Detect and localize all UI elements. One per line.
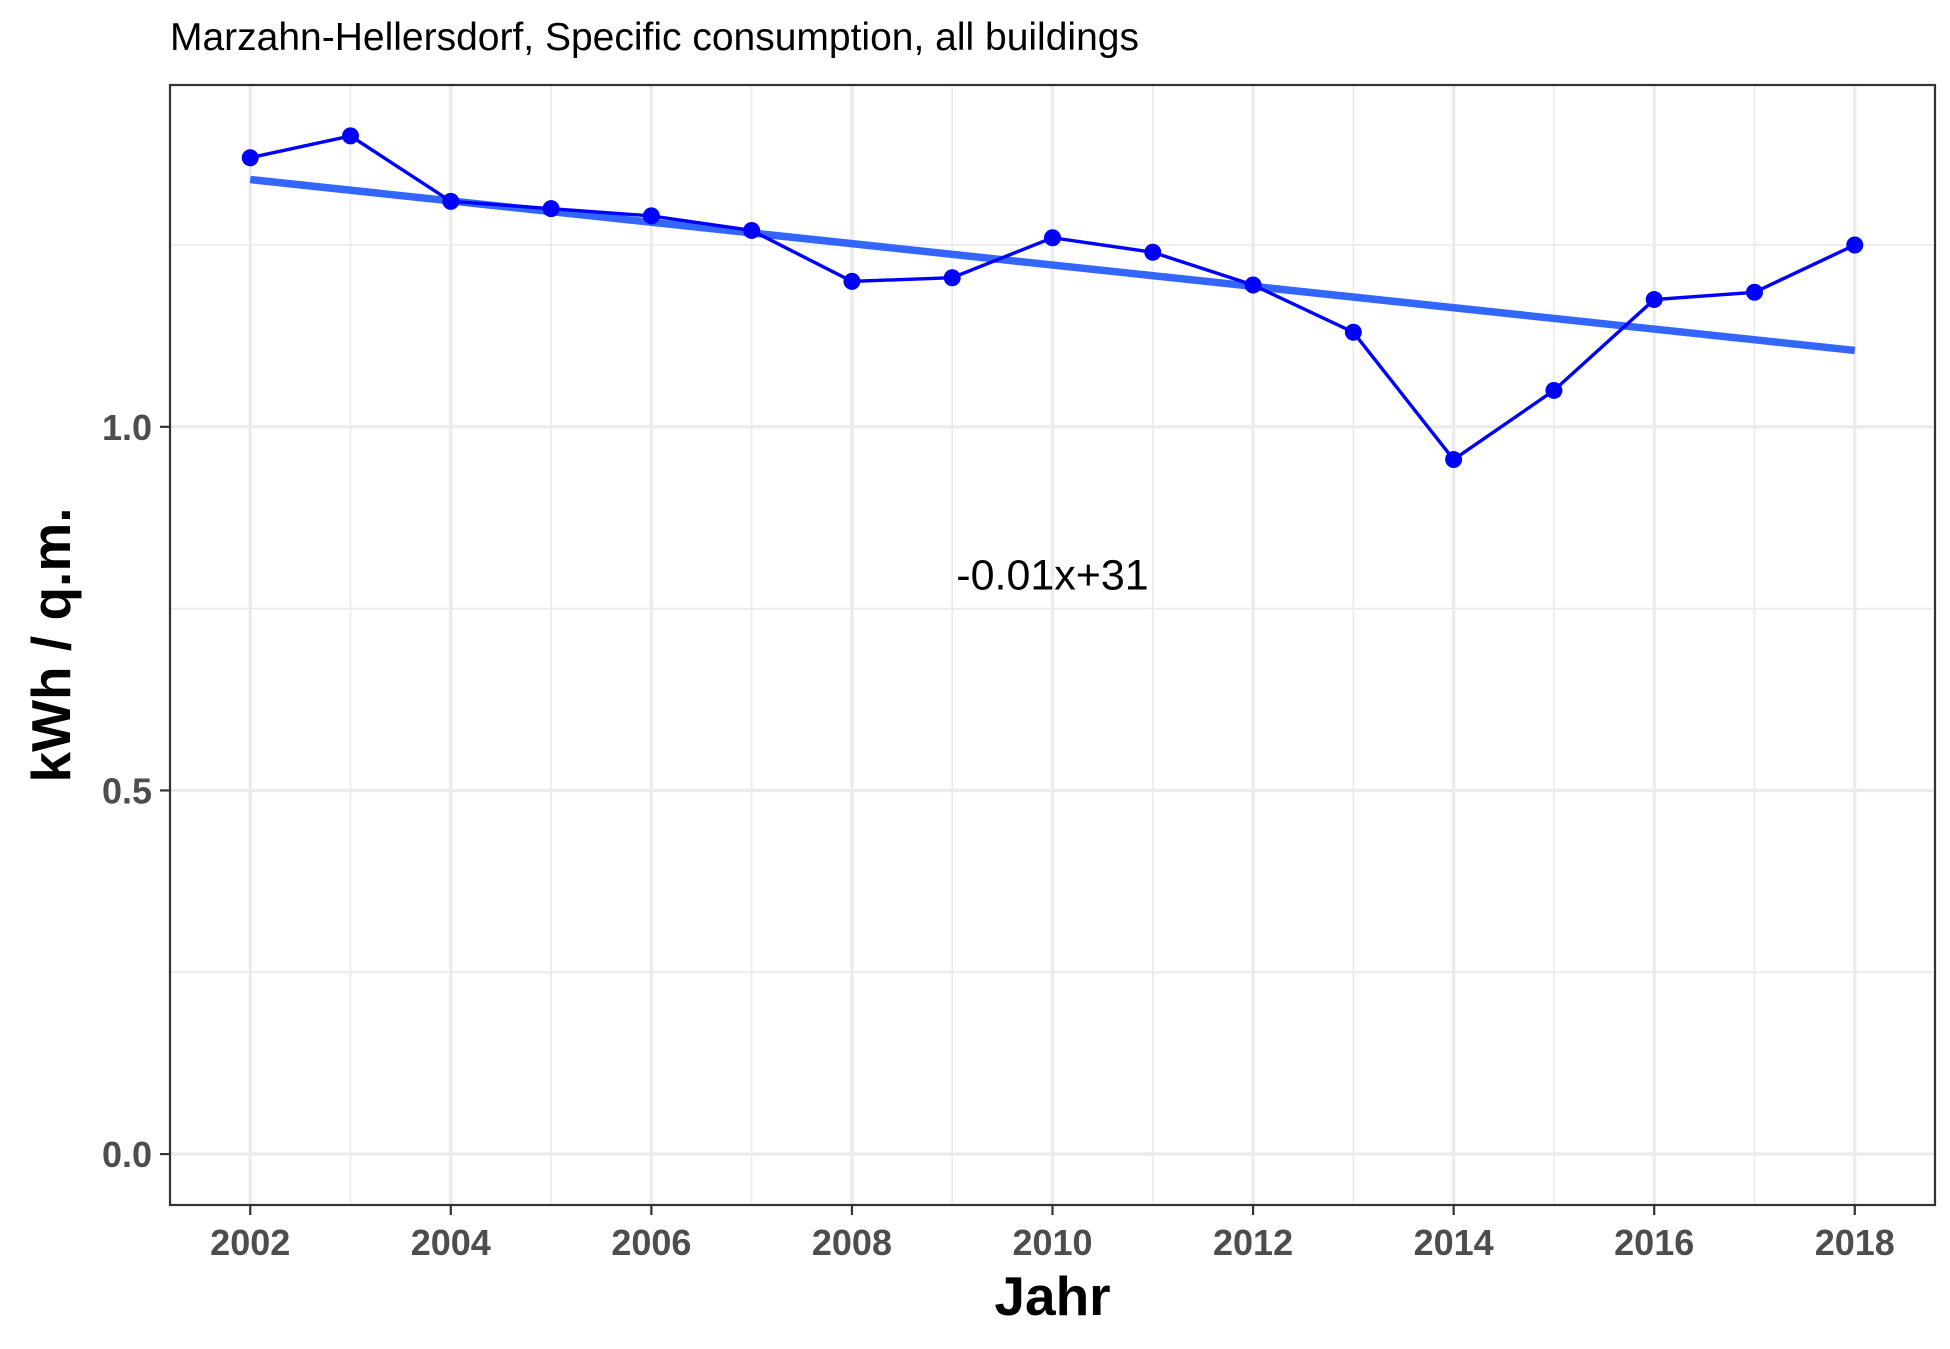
trend-line (249, 175, 1856, 355)
x-tick-label: 2012 (1213, 1222, 1293, 1263)
data-point (1745, 283, 1763, 301)
series-layer (241, 127, 1864, 469)
data-point (241, 149, 259, 167)
chart-title: Marzahn-Hellersdorf, Specific consumptio… (170, 16, 1139, 59)
data-point (442, 192, 460, 210)
x-tick-label: 2006 (611, 1222, 691, 1263)
data-point (542, 200, 560, 218)
x-axis-title: Jahr (994, 1265, 1110, 1327)
y-axis-title: kWh / q.m. (20, 508, 82, 783)
data-point (642, 207, 660, 225)
y-tick-label: 0.0 (102, 1134, 152, 1175)
x-tick-label: 2016 (1614, 1222, 1694, 1263)
trend-layer (249, 175, 1856, 355)
x-tick-label: 2018 (1815, 1222, 1895, 1263)
data-point (1645, 291, 1663, 309)
data-point (1445, 451, 1463, 469)
data-point (743, 221, 761, 239)
axis-ticks: 2002 2004 2006 2008 2010 2012 2014 2016 2018 0.0 0… (102, 407, 1895, 1263)
regression-equation: -0.01x+31 (956, 551, 1148, 599)
data-point (342, 127, 360, 145)
data-point (1545, 381, 1563, 399)
data-point (1144, 243, 1162, 261)
y-tick-label: 1.0 (102, 407, 152, 448)
data-point (1846, 236, 1864, 254)
x-tick-label: 2008 (812, 1222, 892, 1263)
x-tick-label: 2014 (1414, 1222, 1494, 1263)
data-point (1344, 323, 1362, 341)
data-point (843, 272, 861, 290)
grid (170, 85, 1935, 1205)
x-tick-label: 2002 (210, 1222, 290, 1263)
x-tick-label: 2004 (411, 1222, 491, 1263)
x-tick-label: 2010 (1012, 1222, 1092, 1263)
data-point (1244, 276, 1262, 294)
data-point (943, 269, 961, 287)
data-point (1044, 229, 1061, 247)
y-tick-label: 0.5 (102, 770, 152, 811)
